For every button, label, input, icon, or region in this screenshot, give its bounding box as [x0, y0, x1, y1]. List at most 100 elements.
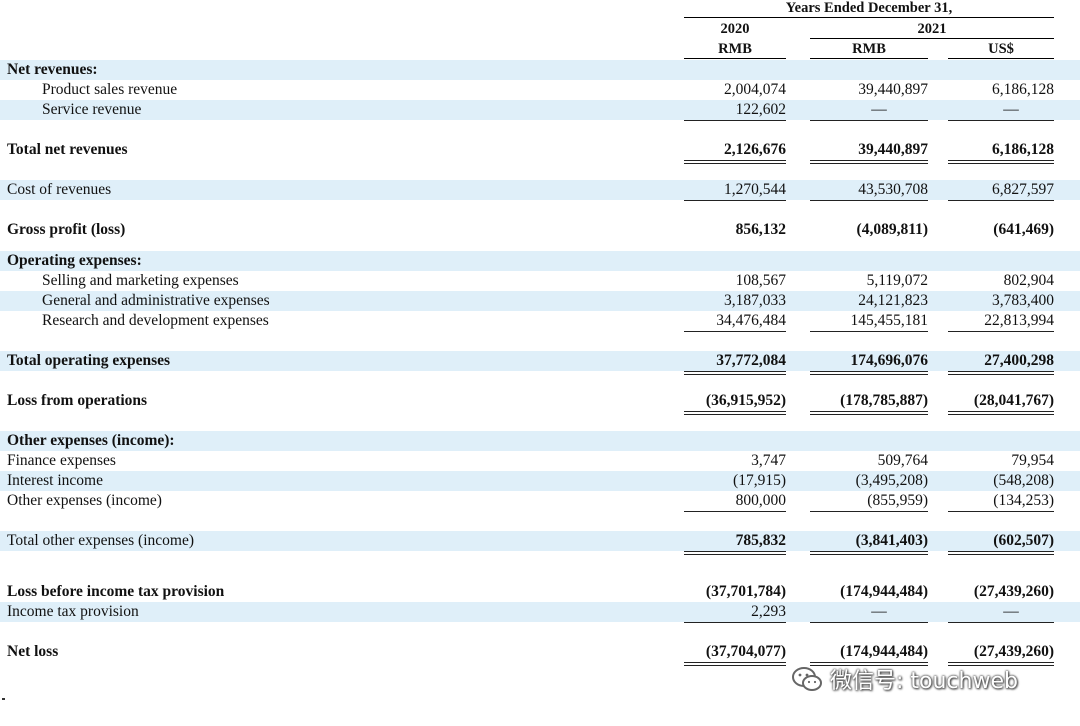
period-title-rule [684, 17, 1054, 18]
value-2021-rmb: 43,530,708 [858, 181, 928, 198]
value-2020-rmb: 2,293 [751, 603, 786, 620]
underline-value-2021-usd [948, 511, 1054, 512]
value-2021-rmb: (178,785,887) [840, 392, 928, 409]
double-underline-value-2020-rmb [684, 551, 786, 555]
underline-value-2021-usd [948, 331, 1054, 332]
value-2021-usd: (27,439,260) [973, 643, 1054, 660]
value-2021-usd: (28,041,767) [973, 392, 1054, 409]
value-2021-rmb: 174,696,076 [850, 352, 929, 369]
value-2021-usd: 6,827,597 [992, 181, 1054, 198]
value-2020-rmb: 785,832 [735, 532, 786, 549]
year-2021-rule [810, 38, 1054, 39]
row-label: Finance expenses [7, 452, 116, 469]
period-title: Years Ended December 31, [785, 0, 953, 16]
watermark-text: 微信号: touchweb [830, 669, 1018, 694]
double-underline-value-2021-rmb [810, 662, 928, 666]
underline-value-2021-usd [948, 120, 1054, 121]
value-2021-usd: 6,186,128 [992, 141, 1054, 158]
value-2020-rmb: 856,132 [735, 221, 786, 238]
value-2020-rmb: 1,270,544 [724, 181, 786, 198]
double-underline-value-2021-usd [948, 371, 1054, 375]
other-expenses-header: Other expenses (income): [0, 431, 1080, 451]
row-label: Loss from operations [7, 392, 148, 409]
value-2021-rmb: (4,089,811) [856, 221, 928, 238]
underline-value-2021-rmb [810, 331, 928, 332]
total-net-revenues-row: Total net revenues 2,126,676 39,440,897 6,1… [0, 140, 1080, 160]
row-label: Total net revenues [7, 141, 128, 158]
double-underline-value-2021-usd [948, 160, 1054, 164]
double-underline-value-2021-usd [948, 551, 1054, 555]
double-underline-value-2021-rmb [810, 160, 928, 164]
net-loss-row: Net loss (37,704,077) (174,944,484) (27,439… [0, 642, 1080, 662]
row-label: Selling and marketing expenses [42, 272, 239, 289]
value-2020-rmb: 2,004,074 [724, 81, 786, 98]
row-label: Income tax provision [7, 603, 139, 620]
value-2021-rmb: 145,455,181 [850, 312, 929, 329]
double-underline-value-2020-rmb [684, 662, 786, 666]
value-2020-rmb: 2,126,676 [724, 141, 786, 158]
selling-marketing-row: Selling and marketing expenses 108,567 5,1… [0, 271, 1080, 291]
value-2020-rmb: 122,602 [735, 101, 786, 118]
underline-value-2021-usd [948, 622, 1054, 623]
net-revenues-header: Net revenues: [0, 60, 1080, 80]
currency-2021-rmb: RMB [852, 41, 886, 57]
value-2021-rmb: 24,121,823 [858, 292, 928, 309]
row-label: Total other expenses (income) [7, 532, 194, 549]
underline-value-2020-rmb [684, 120, 786, 121]
income-tax-provision-row: Income tax provision 2,293 — — [0, 602, 1080, 622]
value-2020-rmb: 37,772,084 [716, 352, 786, 369]
row-label: Cost of revenues [7, 181, 112, 198]
row-label: Service revenue [42, 101, 142, 118]
currency-rule-3 [948, 58, 1054, 59]
value-2021-usd: (134,253) [993, 492, 1054, 509]
value-2021-rmb: — [871, 101, 887, 118]
value-2021-usd: (27,439,260) [973, 583, 1054, 600]
row-label: Other expenses (income): [7, 432, 175, 449]
gross-profit-row: Gross profit (loss) 856,132 (4,089,811) (64… [0, 220, 1080, 240]
underline-value-2020-rmb [684, 200, 786, 201]
underline-value-2021-usd [948, 200, 1054, 201]
value-2020-rmb: 800,000 [735, 492, 786, 509]
product-sales-revenue-row: Product sales revenue 2,004,074 39,440,897… [0, 80, 1080, 100]
double-underline-value-2020-rmb [684, 371, 786, 375]
row-label: Gross profit (loss) [7, 221, 126, 238]
value-2021-rmb: (855,959) [867, 492, 928, 509]
value-2020-rmb: 108,567 [735, 272, 786, 289]
watermark: 微信号: touchweb [790, 662, 1018, 696]
general-admin-row: General and administrative expenses 3,187… [0, 291, 1080, 311]
value-2020-rmb: (36,915,952) [705, 392, 786, 409]
value-2021-rmb: — [871, 603, 887, 620]
row-label: Operating expenses: [7, 252, 142, 269]
row-label: Interest income [7, 472, 103, 489]
value-2021-rmb: (3,841,403) [855, 532, 928, 549]
row-label: Loss before income tax provision [7, 583, 225, 600]
double-underline-value-2021-rmb [810, 411, 928, 415]
value-2021-usd: 802,904 [1003, 272, 1054, 289]
other-expenses-row: Other expenses (income) 800,000 (855,959) (… [0, 491, 1080, 511]
total-operating-expenses-row: Total operating expenses 37,772,084 174,69… [0, 351, 1080, 371]
year-2021: 2021 [917, 21, 947, 37]
cost-of-revenues-row: Cost of revenues 1,270,544 43,530,708 6,827… [0, 180, 1080, 200]
currency-2021-usd: US$ [988, 41, 1014, 57]
row-label: Research and development expenses [42, 312, 269, 329]
value-2021-usd: — [1003, 101, 1019, 118]
research-development-row: Research and development expenses 34,476,… [0, 311, 1080, 331]
value-2021-usd: 27,400,298 [984, 352, 1054, 369]
double-underline-value-2021-rmb [810, 371, 928, 375]
loss-before-tax-row: Loss before income tax provision (37,701,… [0, 582, 1080, 602]
double-underline-value-2021-rmb [810, 551, 928, 555]
total-other-expenses-row: Total other expenses (income) 785,832 (3,8… [0, 531, 1080, 551]
row-label: Net revenues: [7, 61, 98, 78]
value-2020-rmb: (37,704,077) [705, 643, 786, 660]
loss-from-operations-row: Loss from operations (36,915,952) (178,785… [0, 391, 1080, 411]
value-2021-rmb: 509,764 [877, 452, 928, 469]
value-2021-usd: — [1003, 603, 1019, 620]
value-2020-rmb: 34,476,484 [716, 312, 786, 329]
service-revenue-row: Service revenue 122,602 — — [0, 100, 1080, 120]
value-2021-usd: 79,954 [1011, 452, 1054, 469]
value-2021-rmb: 39,440,897 [858, 141, 928, 158]
value-2021-rmb: 39,440,897 [858, 81, 928, 98]
value-2021-rmb: (174,944,484) [840, 583, 928, 600]
wechat-icon [792, 667, 822, 691]
value-2021-rmb: 5,119,072 [866, 272, 928, 289]
